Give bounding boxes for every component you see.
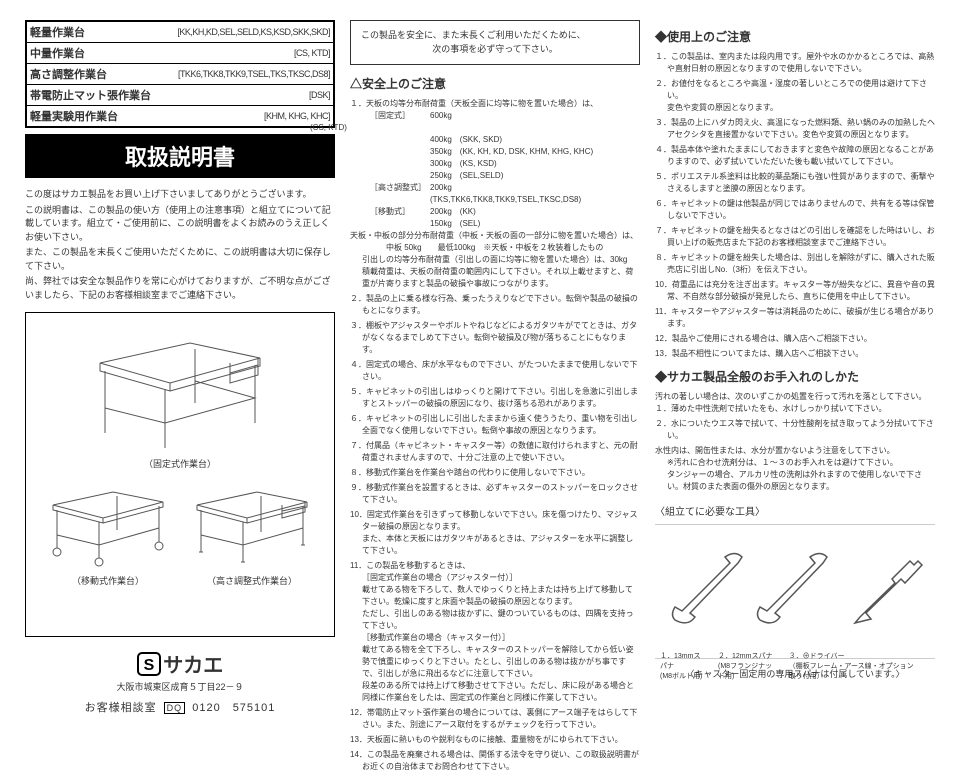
right-column: ◆使用上のご注意 １．この製品は、室内または段内用です。屋外や水のかかるところで… (655, 20, 935, 659)
maintenance-item: １．薄めた中性洗剤で拭いたをも、水けしっかり拭いて下さい。 (667, 403, 935, 415)
intro-line: また、この製品を末長くご使用いただくために、この説明書は大切に保存して下さい。 (25, 246, 335, 273)
cat-codes: [KK,KH,KD,SEL,SELD,KS,KSD,SKK,SKD] (163, 21, 334, 43)
tool-sub: (M8フランジナット用) (718, 661, 774, 681)
usage-item: ３．製品の上にハダカ閃え火、高温になった燃料類、熱い鍋のみの加熱したヘアセクシタ… (667, 117, 935, 141)
safety-item: 14．この製品を廃棄される場合は、関係する法令を守り従い、この取扱説明書がお近く… (362, 749, 640, 773)
safety-intro: １．天板の均等分布耐荷重（天板全面に均等に物を置いた場合）は、 (350, 98, 640, 110)
notice-line: 次の事項を必ず守って下さい。 (361, 43, 629, 57)
cat-name: 帯電防止マット張作業台 (26, 85, 163, 106)
intro-text: この度はサカエ製品をお買い上げ下さいましてありがとうございます。 この説明書は、… (25, 188, 335, 302)
usage-item: １．この製品は、室内または段内用です。屋外や水のかかるところでは、高熱や直射日射… (667, 51, 935, 75)
fixed-desk-illustration (80, 323, 280, 453)
cat-name: 高さ調整作業台 (26, 64, 163, 85)
svg-text:S: S (143, 657, 154, 674)
usage-item: 10．荷重品には充分を注ぎ出ます。キャスター等が紛失などに、異音や音の異常、不自… (667, 279, 935, 303)
notice-line: この製品を安全に、また末長くご利用いただくために、 (361, 29, 629, 43)
company-logo-icon: S (137, 652, 161, 676)
cat-name: 軽量作業台 (26, 21, 163, 43)
spec-label: ［移動式］ (370, 206, 430, 218)
illustration-box: （固定式作業台） （移動式作業台） (25, 312, 335, 637)
tools-section: 〈組立てに必要な工具〉 １．13mmスパナ(M8ボルト用) ２．12mmスパナ(… (655, 503, 935, 680)
mobile-desk-label: （移動式作業台） (43, 574, 173, 587)
intro-line: この説明書は、この製品の使い方（使用上の注意事項）と組立てについて記載しています… (25, 204, 335, 245)
tool-sub: （棚板フレーム・アース線・オプション取り付用） (789, 661, 915, 681)
fixed-desk-label: （固定式作業台） (36, 457, 324, 470)
spec-label: ［高さ調整式］ (370, 182, 430, 206)
company-name: サカエ (163, 655, 223, 677)
intro-line: 尚、弊社では安全な製品作りを常に心がけておりますが、ご不明な点がございましたら、… (25, 275, 335, 302)
safety-item: 10．固定式作業台を引きずって移動しないで下さい。床を傷つけたり、マジャスター破… (362, 509, 640, 557)
cat-codes: [CS, KTD] (163, 43, 334, 64)
cat-name: 中量作業台 (26, 43, 163, 64)
phone-number: 0120 575101 (192, 702, 275, 714)
safety-heading: △安全上のご注意 (350, 75, 640, 92)
middle-column: この製品を安全に、また末長くご利用いただくために、 次の事項を必ず守って下さい。… (350, 20, 640, 659)
usage-heading: ◆使用上のご注意 (655, 28, 935, 45)
maintenance-item: 水性内は、開缶性または、水分が置かないよう注意をして下さい。 ※汚れに合わせ洗剤… (667, 445, 935, 493)
safety-content: １．天板の均等分布耐荷重（天板全面に均等に物を置いた場合）は、 ［固定式］600… (350, 98, 640, 773)
phone-label: お客様相談室 (85, 702, 157, 714)
usage-item: 11．キャスターやアジャスター等は消耗品のために、破損が生じる場合があります。 (667, 306, 935, 330)
adjustable-desk-label: （高さ調整式作業台） (187, 574, 317, 587)
tool-labels: １．13mmスパナ(M8ボルト用) ２．12mmスパナ(M8フランジナット用) … (660, 651, 930, 681)
safety-item: ７．付属品（キャビネット・キャスター等）の数値に取付けられますと、元の耐荷重され… (362, 440, 640, 464)
cat-codes: [DSK] (163, 85, 334, 106)
tools-heading: 〈組立てに必要な工具〉 (655, 503, 935, 518)
adjustable-desk-illustration (187, 480, 317, 570)
mobile-desk-illustration (43, 480, 173, 570)
safety-item: 13．天板面に熱いものや鋭利なものに接触、重量物をがにゆられて下さい。 (362, 734, 640, 746)
safety-item: ６．キャビネットの引出しに引出したままから遠く使ううたり、重い物を引出し全面でな… (362, 413, 640, 437)
phone-line: お客様相談室 DQ 0120 575101 (25, 699, 335, 715)
usage-item: ７．キャビネットの鍵を紛失るとなさはどの引出しを確認をした時はいし、お買い上げの… (667, 225, 935, 249)
cat-name: 軽量実験用作業台 (26, 106, 163, 128)
logo-area: S サカエ 大阪市城東区成育５丁目22－９ お客様相談室 DQ 0120 575… (25, 649, 335, 715)
usage-list: １．この製品は、室内または段内用です。屋外や水のかかるところでは、高熱や直射日射… (655, 51, 935, 360)
tools-box: １．13mmスパナ(M8ボルト用) ２．12mmスパナ(M8フランジナット用) … (655, 524, 935, 659)
safety-item: ５．キャビネットの引出しはゆっくりと開けて下さい。引出しを急激に引出しますとスト… (362, 386, 640, 410)
tool-name: ３．⊕ドライバー (789, 651, 915, 661)
usage-item: ５．ポリエステル系塗料は比較的薬品類にも強い性質がありますので、衝撃やさえるしま… (667, 171, 935, 195)
safety-item: 11．この製品を移動するときは、 ［固定式作業台の場合（アジャスター付）］ 載せ… (362, 560, 640, 704)
maintenance-item: ２．水についたウエス等で拭いて、十分性酸剤を拭き取ってよう分拭いて下さい。 (667, 418, 935, 442)
freedial-icon: DQ (164, 702, 186, 714)
manual-title: 取扱説明書 (25, 134, 335, 178)
safety-item: ８．移動式作業台を作業台や踏台の代わりに使用しないで下さい。 (362, 467, 640, 479)
usage-item: ２．お値付をなるところや高温・湿度の著しいところでの使用は避けて下さい。 変色や… (667, 78, 935, 114)
safety-item: 天板・中板の部分分布耐荷重（中板・天板の面の一部分に物を置いた場合）は、 中板 … (362, 230, 640, 290)
usage-item: ６．キャビネットの鍵は他製品が同じではありませんので、共有をる等は保管しないで下… (667, 198, 935, 222)
notice-box: この製品を安全に、また末長くご利用いただくために、 次の事項を必ず守って下さい。 (350, 20, 640, 65)
tools-illustration (660, 535, 930, 645)
intro-line: この度はサカエ製品をお買い上げ下さいましてありがとうございます。 (25, 188, 335, 202)
safety-item: ２．製品の上に乗る様な行為、乗ったうえりなどで下さい。転倒や製品の破損のもとにな… (362, 293, 640, 317)
maintenance-heading: ◆サカエ製品全般のお手入れのしかた (655, 368, 935, 385)
safety-item: ４．固定式の場合、床が水平なもので下さい、がたついたままで使用しないで下さい。 (362, 359, 640, 383)
tool-name: ２．12mmスパナ (718, 651, 774, 661)
tool-sub: (M8ボルト用) (660, 671, 703, 681)
usage-item: 12．製品やご使用にされる場合は、購入店へご相談下さい。 (667, 333, 935, 345)
safety-item: 12．帯電防止マット張作業台の場合については、裏側にアース端子をはらして下さい。… (362, 707, 640, 731)
maintenance-intro: 汚れの著しい場合は、次のいずこかの処置を行って汚れを落として下さい。 (655, 391, 935, 403)
maintenance-content: 汚れの著しい場合は、次のいずこかの処置を行って汚れを落として下さい。 １．薄めた… (655, 391, 935, 493)
usage-item: 13．製品不相性についてまたは、購入店へご相談下さい。 (667, 348, 935, 360)
safety-item: ３．棚板やアジャスターやボルトやねじなどによるガタツキがでてときは、ガタがなくな… (362, 320, 640, 356)
safety-item: ９．移動式作業台を設置するときは、必ずキャスターのストッパーをロックさせて下さい… (362, 482, 640, 506)
cat-codes: [KHM, KHG, KHC] (163, 106, 334, 128)
usage-item: ８．キャビネットの鍵を紛失した場合は、別出しを解除がずに、購入された販売店に引出… (667, 252, 935, 276)
cat-codes: [TKK6,TKK8,TKK9,TSEL,TKS,TKSC,DS8] (163, 64, 334, 85)
spec-m: (CS, KTD) (310, 122, 490, 134)
company-address: 大阪市城東区成育５丁目22－９ (25, 680, 335, 693)
spec-label: ［固定式］ (370, 110, 430, 122)
product-category-table: 軽量作業台[KK,KH,KD,SEL,SELD,KS,KSD,SKK,SKD] … (25, 20, 335, 128)
tool-name: １．13mmスパナ (660, 651, 703, 671)
spec-w: 600kg (430, 110, 610, 122)
left-column: 軽量作業台[KK,KH,KD,SEL,SELD,KS,KSD,SKK,SKD] … (25, 20, 335, 659)
usage-item: ４．製品本体や塗れたままにしておきますと変色や故障の原因となることがありますので… (667, 144, 935, 168)
